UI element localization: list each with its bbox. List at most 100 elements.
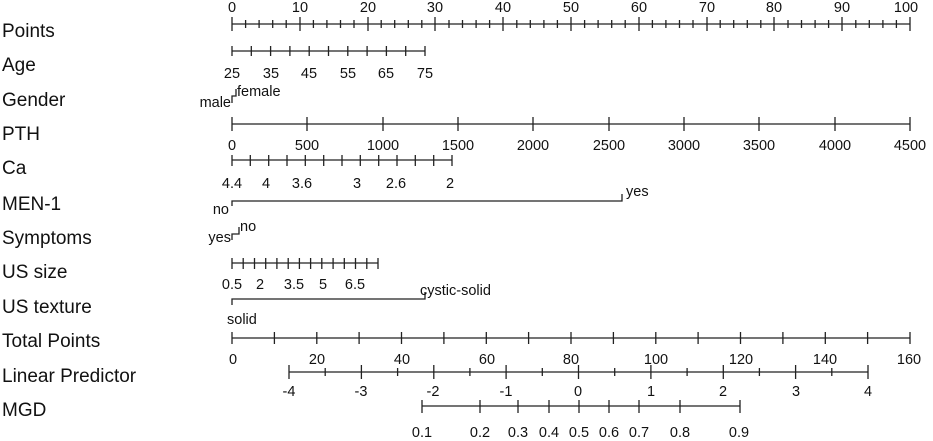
tick-label-ca-3.6: 3.6 (292, 176, 312, 192)
mgd-ticks (421, 400, 741, 413)
tick-label-points-60: 60 (631, 0, 647, 16)
tick-label-total-160: 160 (897, 352, 921, 368)
tick-label-us-texture-solid: solid (227, 312, 257, 328)
label-points: Points (2, 21, 55, 42)
tick-label-gender-female: female (237, 84, 281, 100)
tick-label-lp-0: 0 (574, 384, 582, 400)
tick-label-lp-3: 3 (792, 384, 800, 400)
linear-predictor-ticks (288, 365, 869, 379)
us-size-ticks (231, 258, 379, 269)
tick-label-mgd-0.1: 0.1 (412, 425, 432, 441)
tick-label-points-100: 100 (894, 0, 918, 16)
tick-label-pth-3500: 3500 (743, 138, 775, 154)
total-points-ticks (231, 332, 911, 344)
tick-label-us-size-5: 5 (319, 277, 327, 293)
tick-label-age-35: 35 (263, 66, 279, 82)
tick-label-pth-2500: 2500 (593, 138, 625, 154)
row-labels: Points Age Gender PTH Ca MEN-1 Symptoms … (2, 21, 137, 421)
tick-label-total-0: 0 (229, 352, 237, 368)
tick-label-gender-male: male (200, 95, 231, 111)
tick-label-points-90: 90 (834, 0, 850, 16)
tick-label-age-55: 55 (340, 66, 356, 82)
tick-label-total-60: 60 (479, 352, 495, 368)
tick-label-points-20: 20 (360, 0, 376, 16)
axis-line-gender (231, 89, 237, 103)
tick-label-ca-2: 2 (446, 176, 454, 192)
tick-label-men1-no: no (213, 202, 229, 218)
label-gender: Gender (2, 90, 66, 111)
tick-label-lp-4: 4 (864, 384, 872, 400)
tick-label-lp-minus2: -2 (427, 384, 440, 400)
tick-label-pth-1500: 1500 (442, 138, 474, 154)
scale-gender: male female (200, 84, 281, 111)
tick-label-pth-4500: 4500 (894, 138, 926, 154)
label-us-texture: US texture (2, 297, 92, 318)
ca-ticks (231, 155, 453, 166)
label-pth: PTH (2, 124, 40, 145)
scale-total-points: 0 20 40 60 80 100 120 140 160 (229, 332, 921, 368)
tick-label-mgd-0.9: 0.9 (729, 425, 749, 441)
tick-label-pth-500: 500 (295, 138, 319, 154)
tick-label-total-80: 80 (563, 352, 579, 368)
tick-label-total-100: 100 (644, 352, 668, 368)
scale-symptoms: yes no (208, 219, 256, 246)
tick-label-total-40: 40 (394, 352, 410, 368)
tick-label-points-50: 50 (563, 0, 579, 16)
tick-label-us-size-3.5: 3.5 (284, 277, 304, 293)
tick-label-points-70: 70 (699, 0, 715, 16)
tick-label-pth-2000: 2000 (517, 138, 549, 154)
age-ticks (231, 46, 426, 56)
tick-label-pth-4000: 4000 (819, 138, 851, 154)
tick-label-points-40: 40 (495, 0, 511, 16)
axis-line-us-texture (231, 292, 426, 305)
tick-label-us-texture-cystic-solid: cystic-solid (420, 283, 491, 299)
tick-label-mgd-0.4: 0.4 (539, 425, 559, 441)
tick-label-symptoms-no: no (240, 219, 256, 235)
scale-us-texture: solid cystic-solid (227, 283, 491, 328)
tick-label-mgd-0.2: 0.2 (470, 425, 490, 441)
tick-label-lp-1: 1 (647, 384, 655, 400)
tick-label-mgd-0.3: 0.3 (508, 425, 528, 441)
tick-label-men1-yes: yes (626, 184, 649, 200)
tick-label-us-size-2: 2 (256, 277, 264, 293)
tick-label-pth-1000: 1000 (367, 138, 399, 154)
scale-mgd: 0.1 0.2 0.3 0.4 0.5 0.6 0.7 0.8 0.9 (412, 400, 749, 441)
tick-label-total-140: 140 (813, 352, 837, 368)
tick-label-age-45: 45 (301, 66, 317, 82)
tick-label-points-0: 0 (228, 0, 236, 16)
tick-label-points-80: 80 (766, 0, 782, 16)
tick-label-total-120: 120 (729, 352, 753, 368)
tick-label-us-size-6.5: 6.5 (345, 277, 365, 293)
label-mgd: MGD (2, 400, 46, 421)
axis-line-symptoms (231, 227, 240, 240)
label-linear-predictor: Linear Predictor (2, 366, 137, 387)
scale-men1: no yes (213, 184, 649, 218)
scale-pth: 0 500 1000 1500 2000 2500 3000 3500 4000… (228, 117, 926, 154)
tick-label-points-30: 30 (427, 0, 443, 16)
tick-label-total-20: 20 (309, 352, 325, 368)
tick-label-mgd-0.8: 0.8 (670, 425, 690, 441)
tick-label-pth-3000: 3000 (668, 138, 700, 154)
points-major-ticks (231, 17, 911, 31)
tick-label-mgd-0.6: 0.6 (599, 425, 619, 441)
tick-label-ca-2.6: 2.6 (386, 176, 406, 192)
label-age: Age (2, 55, 36, 76)
tick-label-mgd-0.5: 0.5 (569, 425, 589, 441)
tick-label-age-65: 65 (378, 66, 394, 82)
scale-linear-predictor: -4 -3 -2 -1 0 1 2 3 4 (283, 365, 872, 400)
axis-line-men1 (231, 194, 623, 206)
tick-label-lp-2: 2 (719, 384, 727, 400)
scale-ca: 4.4 4 3.6 3 2.6 2 (222, 155, 454, 192)
label-men1: MEN-1 (2, 194, 61, 215)
tick-label-age-75: 75 (417, 66, 433, 82)
tick-label-mgd-0.7: 0.7 (629, 425, 649, 441)
tick-label-ca-3: 3 (353, 176, 361, 192)
tick-label-symptoms-yes: yes (208, 230, 231, 246)
tick-label-ca-4: 4 (262, 176, 270, 192)
tick-label-ca-4.4: 4.4 (222, 176, 242, 192)
tick-label-lp-minus3: -3 (355, 384, 368, 400)
label-total-points: Total Points (2, 331, 100, 352)
scale-us-size: 0.5 2 3.5 5 6.5 (222, 258, 379, 293)
